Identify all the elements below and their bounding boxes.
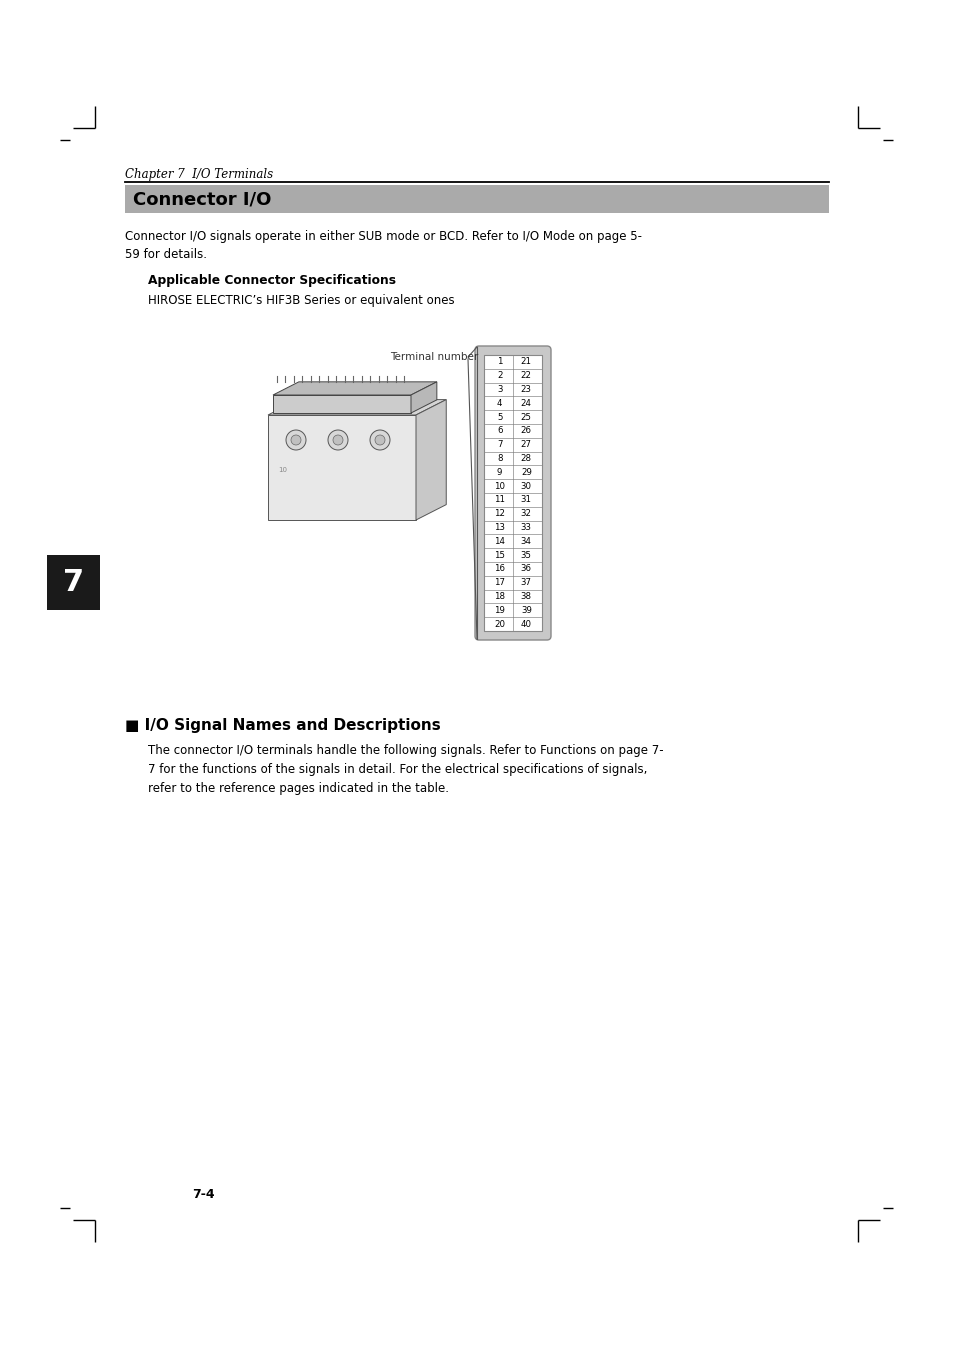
Circle shape [375, 435, 385, 444]
Polygon shape [268, 400, 446, 415]
Text: 12: 12 [494, 509, 505, 519]
Text: 10: 10 [277, 467, 287, 473]
Polygon shape [268, 415, 416, 520]
Text: 14: 14 [494, 536, 505, 546]
Polygon shape [411, 382, 436, 413]
Text: 34: 34 [520, 536, 531, 546]
Text: 35: 35 [520, 551, 531, 559]
Polygon shape [273, 394, 411, 413]
Text: 1: 1 [497, 358, 502, 366]
Text: 4: 4 [497, 399, 502, 408]
Text: 8: 8 [497, 454, 502, 463]
Text: 39: 39 [520, 605, 531, 615]
Text: 29: 29 [520, 467, 531, 477]
Bar [483, 355, 541, 631]
Text: The connector I/O terminals handle the following signals. Refer to Functions on : The connector I/O terminals handle the f… [148, 744, 663, 794]
Text: 33: 33 [520, 523, 531, 532]
Polygon shape [273, 382, 436, 394]
Text: 19: 19 [494, 605, 504, 615]
Text: 16: 16 [494, 565, 505, 573]
Text: Chapter 7  I/O Terminals: Chapter 7 I/O Terminals [125, 168, 273, 181]
Text: 7: 7 [497, 440, 502, 449]
Circle shape [291, 435, 301, 444]
Text: 7-4: 7-4 [192, 1188, 214, 1201]
Text: 21: 21 [520, 358, 531, 366]
Text: 2: 2 [497, 372, 502, 380]
Text: ■ I/O Signal Names and Descriptions: ■ I/O Signal Names and Descriptions [125, 717, 440, 734]
Text: Connector I/O: Connector I/O [132, 190, 271, 208]
Text: 17: 17 [494, 578, 505, 588]
Text: 38: 38 [520, 592, 531, 601]
Bar [125, 185, 828, 213]
Text: 5: 5 [497, 412, 502, 422]
Text: 3: 3 [497, 385, 502, 394]
Text: 27: 27 [520, 440, 531, 449]
FancyBboxPatch shape [475, 346, 551, 640]
Text: 20: 20 [494, 620, 505, 628]
Circle shape [333, 435, 343, 444]
Circle shape [286, 430, 306, 450]
Text: Applicable Connector Specifications: Applicable Connector Specifications [148, 274, 395, 286]
Text: 40: 40 [520, 620, 531, 628]
Text: 24: 24 [520, 399, 531, 408]
Text: 6: 6 [497, 427, 502, 435]
Text: 30: 30 [520, 481, 531, 490]
Bar [47, 555, 100, 611]
Circle shape [328, 430, 348, 450]
Text: 13: 13 [494, 523, 505, 532]
Text: 23: 23 [520, 385, 531, 394]
Bar [483, 355, 541, 631]
Text: 15: 15 [494, 551, 505, 559]
Text: 25: 25 [520, 412, 531, 422]
Text: 18: 18 [494, 592, 505, 601]
Polygon shape [416, 400, 446, 520]
Text: 31: 31 [520, 496, 531, 504]
Text: 26: 26 [520, 427, 531, 435]
Text: 37: 37 [520, 578, 531, 588]
Text: 32: 32 [520, 509, 531, 519]
Text: 9: 9 [497, 467, 502, 477]
Text: 10: 10 [494, 481, 505, 490]
Text: 11: 11 [494, 496, 505, 504]
Text: Connector I/O signals operate in either SUB mode or BCD. Refer to I/O Mode on pa: Connector I/O signals operate in either … [125, 230, 641, 262]
Text: 22: 22 [520, 372, 531, 380]
Text: 28: 28 [520, 454, 531, 463]
Text: 7: 7 [63, 567, 84, 597]
Text: 36: 36 [520, 565, 531, 573]
Text: Terminal number: Terminal number [390, 353, 477, 362]
Circle shape [370, 430, 390, 450]
Text: HIROSE ELECTRIC’s HIF3B Series or equivalent ones: HIROSE ELECTRIC’s HIF3B Series or equiva… [148, 295, 455, 307]
